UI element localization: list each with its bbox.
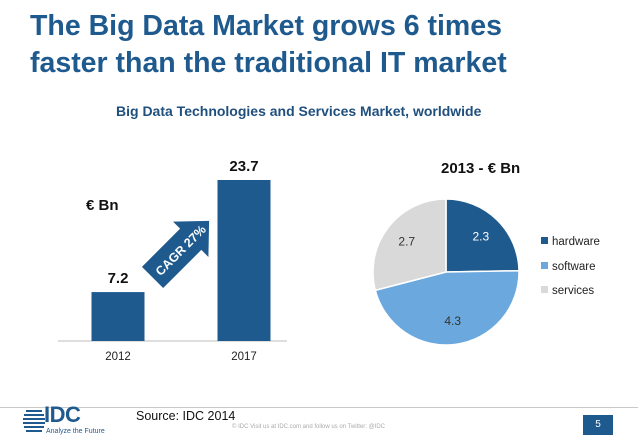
cagr-arrow [141,220,210,289]
legend-item-hardware: hardware [541,236,600,248]
bar-category-label-2017: 2017 [231,351,257,363]
bar-value-label-2012: 7.2 [108,270,129,287]
bar-2017 [217,180,271,341]
legend-item-software: software [541,261,595,273]
bar-unit-label: € Bn [86,197,119,214]
pie-slice-software [374,270,520,346]
bar-value-label-2017: 23.7 [229,158,258,175]
subtitle-text: Big Data Technologies and Services Marke… [116,103,482,119]
idc-globe-icon [23,410,45,432]
page-title: The Big Data Market grows 6 times faster… [30,8,630,82]
title-line-1: The Big Data Market grows 6 times [30,10,502,42]
legend-label-services: services [552,285,595,297]
legend-swatch-hardware [541,237,548,244]
title-line-2: faster than the traditional IT market [30,47,507,79]
idc-logo-text[interactable]: IDC [44,402,81,427]
pie-chart: 2.3 4.3 2.7 [372,198,520,346]
cagr-arrow-group: CAGR 27% [141,220,210,289]
legend-swatch-software [541,262,548,269]
legend-label-hardware: hardware [552,236,600,248]
legend-label-software: software [552,261,596,273]
bar-2012 [91,292,145,341]
pie-title: 2013 - € Bn [441,160,521,177]
pie-slice-services [372,198,447,292]
pie-value-label-hardware: 2.3 [472,230,489,244]
pie-slice-hardware [445,198,520,273]
legend-swatch-services [541,286,548,293]
source-note: Source: IDC 2014 [136,409,236,423]
idc-logo-tagline: Analyze the Future [46,428,105,435]
bar-category-label-2012: 2012 [105,351,131,363]
page-number: 5 [583,415,613,435]
pie-value-label-services: 2.7 [398,235,415,249]
footer-divider [0,407,638,408]
legend-item-services: services [541,285,594,297]
pie-value-label-software: 4.3 [444,314,461,328]
copyright-note: © IDC Visit us at IDC.com and follow us … [232,424,386,430]
bar-chart: 7.2 2012 23.7 2017 [58,158,287,363]
